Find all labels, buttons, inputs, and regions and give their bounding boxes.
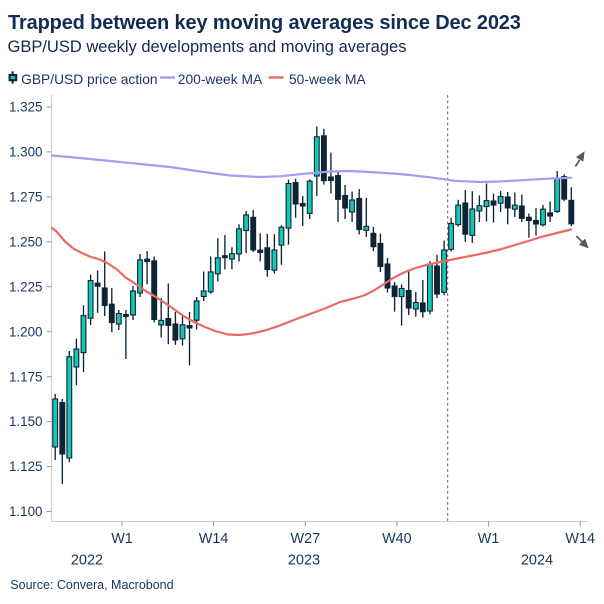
svg-text:W1: W1 xyxy=(111,531,133,547)
svg-text:2024: 2024 xyxy=(521,553,553,569)
svg-text:200-week MA: 200-week MA xyxy=(178,72,263,87)
svg-text:1.125: 1.125 xyxy=(9,459,43,474)
svg-text:1.225: 1.225 xyxy=(9,279,43,294)
svg-text:1.175: 1.175 xyxy=(9,369,43,384)
svg-text:W40: W40 xyxy=(382,531,412,547)
svg-text:1.325: 1.325 xyxy=(9,100,43,115)
svg-text:1.300: 1.300 xyxy=(9,145,43,160)
svg-text:W14: W14 xyxy=(199,531,229,547)
svg-text:1.150: 1.150 xyxy=(9,414,43,429)
svg-text:50-week MA: 50-week MA xyxy=(289,72,366,87)
svg-text:1.275: 1.275 xyxy=(9,190,43,205)
svg-text:2023: 2023 xyxy=(288,553,320,569)
svg-text:1.250: 1.250 xyxy=(9,234,43,249)
svg-text:1.200: 1.200 xyxy=(9,324,43,339)
svg-text:W14: W14 xyxy=(565,531,595,547)
svg-text:GBP/USD price action: GBP/USD price action xyxy=(21,72,158,87)
svg-text:2022: 2022 xyxy=(71,553,103,569)
svg-text:1.100: 1.100 xyxy=(9,504,43,519)
svg-text:W1: W1 xyxy=(478,531,500,547)
svg-text:W27: W27 xyxy=(291,531,321,547)
